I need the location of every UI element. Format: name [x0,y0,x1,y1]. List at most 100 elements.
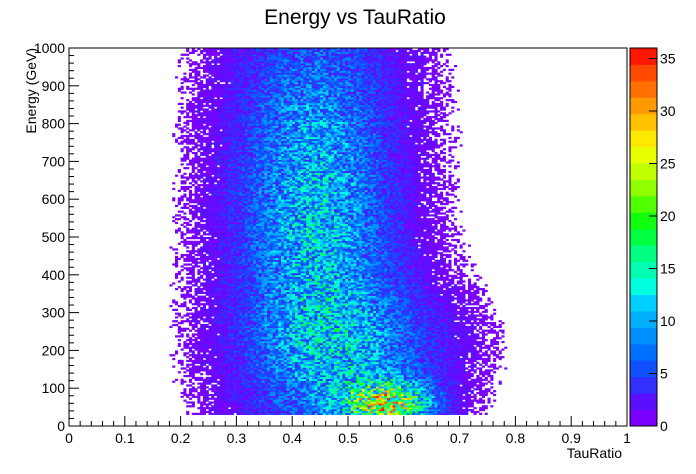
heatmap-cell [328,369,331,371]
heatmap-cell [418,375,421,377]
heatmap-cell [351,341,354,343]
heatmap-cell [415,409,418,411]
heatmap-cell [468,401,471,403]
heatmap-cell [462,403,465,405]
heatmap-cell [225,335,228,337]
heatmap-cell [351,328,354,330]
heatmap-cell [471,347,474,349]
heatmap-cell [256,398,259,400]
heatmap-cell [225,349,228,351]
heatmap-cell [301,354,304,356]
heatmap-cell [175,350,178,352]
heatmap-cell [457,364,460,366]
heatmap-cell [409,364,412,366]
heatmap-cell [412,345,415,347]
heatmap-cell [320,396,323,398]
heatmap-cell [448,358,451,360]
heatmap-cell [348,413,351,415]
heatmap-cell [256,381,259,383]
heatmap-cell [267,371,270,373]
heatmap-cell [236,367,239,369]
heatmap-cell [418,396,421,398]
heatmap-cell [317,356,320,358]
heatmap-cell [474,354,477,356]
heatmap-cell [228,328,231,330]
heatmap-cell [183,371,186,373]
heatmap-cell [270,375,273,377]
heatmap-cell [231,326,234,328]
heatmap-cell [457,354,460,356]
heatmap-cell [423,347,426,349]
heatmap-cell [295,409,298,411]
heatmap-cell [448,403,451,405]
heatmap-cell [281,333,284,335]
heatmap-cell [476,352,479,354]
heatmap-cell [236,347,239,349]
heatmap-cell [301,362,304,364]
heatmap-cell [448,366,451,368]
heatmap-cell [426,339,429,341]
heatmap-cell [462,332,465,334]
heatmap-cell [490,345,493,347]
heatmap-cell [446,366,449,368]
heatmap-cell [457,411,460,413]
heatmap-cell [351,377,354,379]
heatmap-cell [448,345,451,347]
heatmap-cell [465,405,468,407]
heatmap-cell [239,377,242,379]
heatmap-cell [200,392,203,394]
heatmap-cell [499,326,502,328]
heatmap-cell [186,356,189,358]
heatmap-cell [401,407,404,409]
heatmap-cell [490,330,493,332]
heatmap-cell [331,405,334,407]
heatmap-cell [412,375,415,377]
heatmap-cell [345,350,348,352]
heatmap-cell [457,369,460,371]
heatmap-cell [287,386,290,388]
heatmap-cell [239,347,242,349]
heatmap-cell [457,362,460,364]
heatmap-cell [234,390,237,392]
heatmap-cell [248,360,251,362]
heatmap-cell [328,411,331,413]
heatmap-cell [312,371,315,373]
heatmap-cell [178,339,181,341]
heatmap-cell [474,328,477,330]
heatmap-cell [362,394,365,396]
heatmap-cell [454,392,457,394]
heatmap-cell [267,367,270,369]
heatmap-cell [273,333,276,335]
heatmap-cell [200,360,203,362]
heatmap-cell [404,396,407,398]
heatmap-cell [359,377,362,379]
heatmap-cell [421,405,424,407]
heatmap-cell [323,379,326,381]
heatmap-cell [303,341,306,343]
heatmap-cell [312,352,315,354]
heatmap-cell [203,369,206,371]
heatmap-cell [214,409,217,411]
heatmap-cell [181,367,184,369]
heatmap-cell [287,377,290,379]
heatmap-cell [409,328,412,330]
heatmap-cell [289,364,292,366]
heatmap-cell [409,375,412,377]
heatmap-cell [281,356,284,358]
heatmap-cell [440,373,443,375]
heatmap-cell [225,392,228,394]
heatmap-cell [270,356,273,358]
heatmap-cell [203,394,206,396]
heatmap-cell [362,377,365,379]
heatmap-cell [384,373,387,375]
heatmap-cell [270,335,273,337]
heatmap-cell [407,345,410,347]
heatmap-cell [303,362,306,364]
heatmap-cell [309,394,312,396]
heatmap-cell [398,398,401,400]
heatmap-cell [390,407,393,409]
heatmap-cell [317,384,320,386]
heatmap-cell [462,362,465,364]
heatmap-cell [234,362,237,364]
heatmap-cell [239,384,242,386]
